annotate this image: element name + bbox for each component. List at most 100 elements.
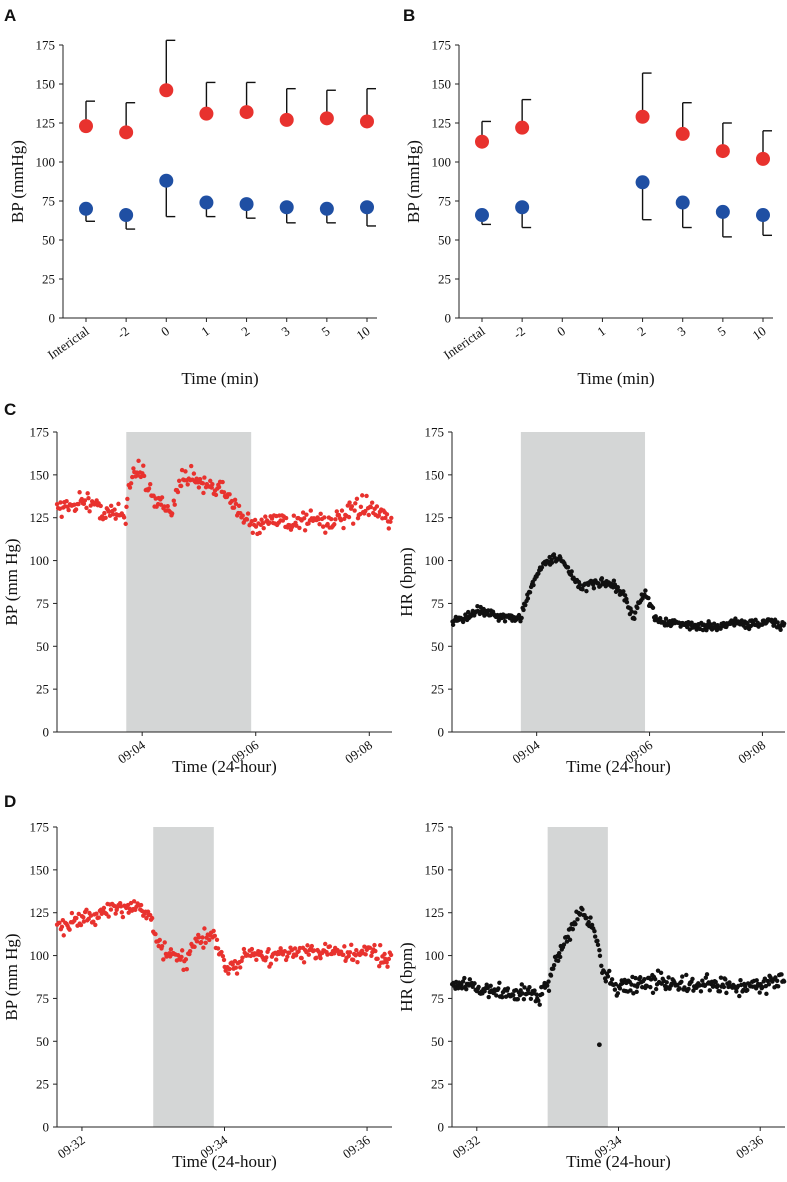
data-point xyxy=(369,953,374,958)
data-point xyxy=(81,501,87,507)
data-point xyxy=(382,951,387,957)
data-point xyxy=(226,971,231,976)
point-diastolic xyxy=(159,173,174,188)
data-point xyxy=(162,504,167,509)
data-point xyxy=(64,498,69,504)
x-tick-label: 3 xyxy=(279,323,293,339)
data-point xyxy=(633,975,638,981)
y-axis-label: HR (bpm) xyxy=(397,547,416,616)
x-axis-label: Time (24-hour) xyxy=(172,757,277,776)
data-point xyxy=(573,921,578,927)
data-point xyxy=(595,938,600,944)
data-point xyxy=(511,992,516,998)
x-tick-label: 0 xyxy=(554,323,568,339)
data-point xyxy=(233,965,239,970)
y-tick-label: 175 xyxy=(30,820,50,835)
data-point xyxy=(384,512,390,517)
data-point xyxy=(734,989,739,994)
point-systolic xyxy=(635,109,650,124)
y-tick-label: 150 xyxy=(30,467,50,482)
data-point xyxy=(232,497,238,502)
x-tick-label: 09:32 xyxy=(55,1132,88,1161)
data-point xyxy=(98,503,103,509)
data-point xyxy=(267,520,272,525)
data-point xyxy=(561,942,567,947)
data-point xyxy=(462,975,467,981)
data-point xyxy=(648,984,653,990)
data-point xyxy=(650,990,656,995)
data-point xyxy=(214,937,220,943)
data-point xyxy=(175,489,181,495)
data-point xyxy=(745,987,750,993)
point-diastolic xyxy=(756,208,770,223)
data-point xyxy=(577,582,583,588)
y-tick-label: 25 xyxy=(438,272,451,287)
data-point xyxy=(215,946,221,951)
y-tick-label: 100 xyxy=(425,553,445,568)
data-point xyxy=(546,988,552,994)
data-point xyxy=(773,975,778,980)
y-tick-label: 175 xyxy=(432,38,452,53)
data-point xyxy=(615,991,621,996)
y-tick-label: 100 xyxy=(36,155,56,170)
data-point xyxy=(183,957,189,962)
data-point xyxy=(523,602,528,608)
data-point xyxy=(120,914,126,920)
data-point xyxy=(299,955,304,961)
data-point xyxy=(311,948,317,953)
data-point xyxy=(658,970,664,975)
data-point xyxy=(595,942,601,948)
data-point xyxy=(61,933,66,938)
data-point xyxy=(76,911,81,917)
data-point xyxy=(505,986,511,991)
data-point xyxy=(519,982,524,987)
panel-label-c: C xyxy=(4,400,17,419)
data-point xyxy=(450,622,456,628)
data-point xyxy=(294,523,299,528)
data-point xyxy=(586,919,591,925)
y-axis-label: BP (mmHg) xyxy=(8,140,27,223)
data-point xyxy=(103,515,108,521)
data-point xyxy=(121,515,127,520)
point-systolic xyxy=(279,112,294,127)
data-point xyxy=(711,621,717,626)
data-point xyxy=(352,508,357,513)
data-point xyxy=(57,920,62,926)
data-point xyxy=(187,948,193,954)
data-point xyxy=(565,565,571,570)
data-point xyxy=(320,524,326,529)
data-point xyxy=(363,508,368,514)
data-point xyxy=(203,940,208,945)
data-point xyxy=(84,505,89,511)
data-point xyxy=(81,915,86,920)
y-axis-C-HR xyxy=(448,431,453,733)
data-point xyxy=(317,521,322,527)
data-point xyxy=(377,963,382,969)
data-point xyxy=(666,975,671,980)
data-point xyxy=(102,510,107,516)
data-point xyxy=(373,948,378,954)
data-point xyxy=(192,944,197,950)
data-point xyxy=(323,941,328,947)
data-point xyxy=(381,960,386,965)
data-point xyxy=(599,963,604,968)
data-point xyxy=(569,569,574,574)
x-tick-label: 0 xyxy=(158,323,172,339)
data-point xyxy=(713,979,718,985)
data-point xyxy=(346,514,352,520)
data-point xyxy=(244,517,250,522)
data-point xyxy=(66,507,71,513)
data-point xyxy=(138,474,144,480)
y-axis-C-BP xyxy=(53,431,58,733)
data-point xyxy=(346,953,351,959)
data-point xyxy=(377,942,383,948)
data-point xyxy=(301,516,307,521)
data-point xyxy=(179,954,184,960)
data-point xyxy=(704,972,710,977)
data-point xyxy=(85,491,90,496)
data-point xyxy=(113,516,118,521)
data-point xyxy=(355,959,360,965)
data-point xyxy=(612,582,618,587)
data-point xyxy=(325,952,330,957)
